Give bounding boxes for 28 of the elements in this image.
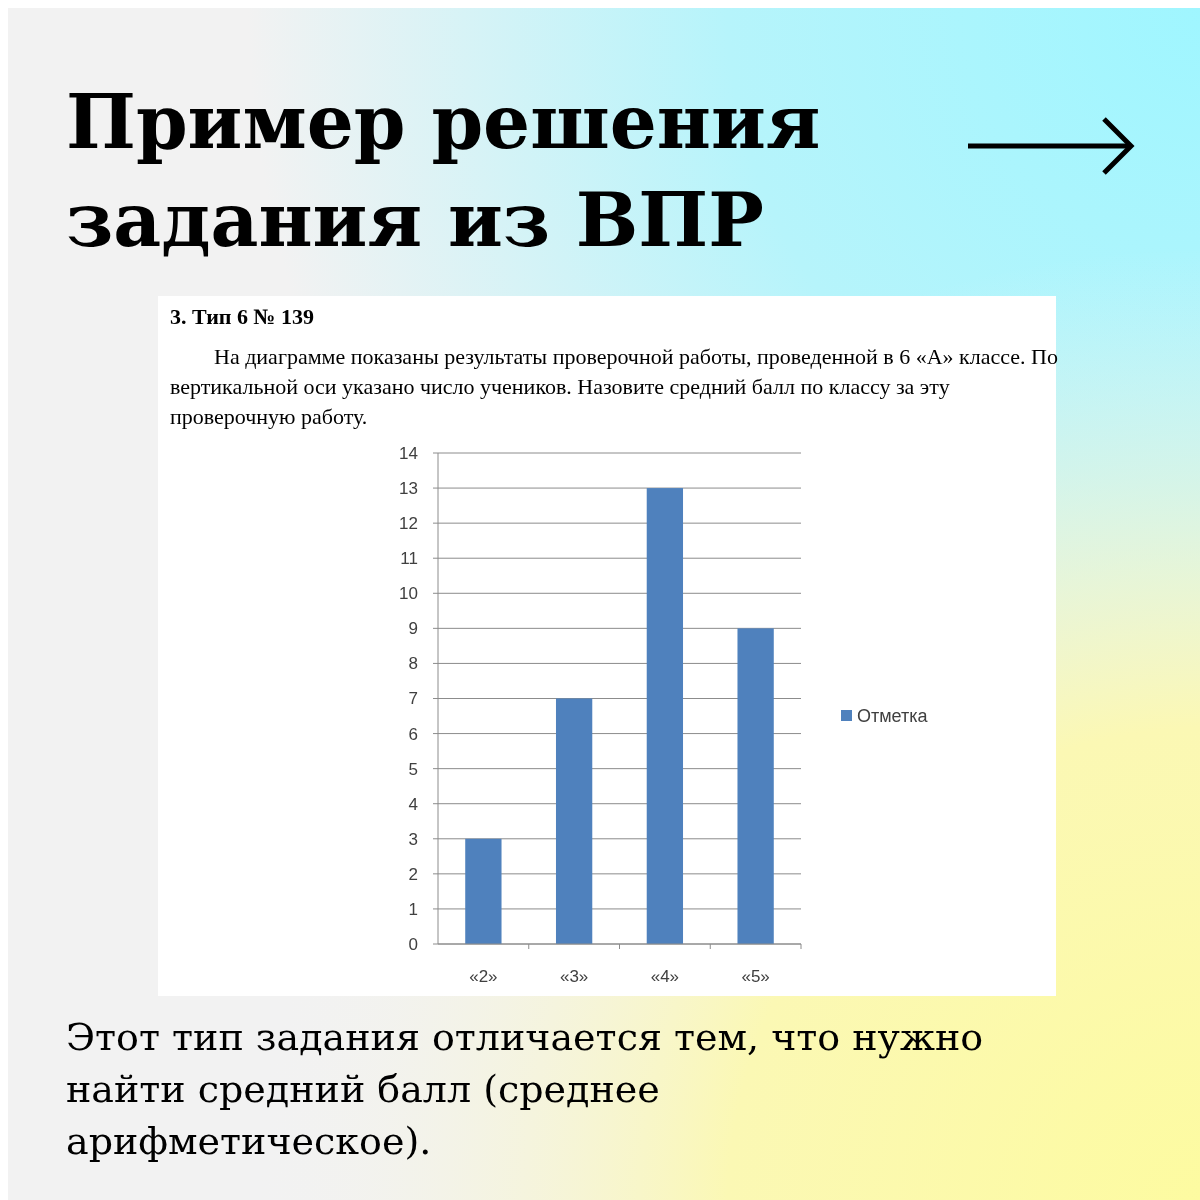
y-tick-label: 3 (408, 829, 418, 849)
y-tick-label: 13 (399, 479, 418, 499)
bar (646, 488, 684, 944)
y-tick-label: 9 (408, 619, 418, 639)
bar (737, 628, 774, 944)
bar (555, 698, 593, 944)
bar (465, 838, 502, 944)
y-tick-label: 5 (408, 759, 418, 779)
y-tick-label: 8 (408, 654, 418, 674)
y-tick-label: 10 (399, 584, 418, 604)
x-tick-label: «2» (469, 967, 498, 986)
text: Этот тип задания отличается тем, что нужно найти средний балл (среднее арифметическое). (66, 1015, 984, 1163)
y-tick-label: 12 (399, 514, 418, 534)
y-tick-label: 11 (400, 549, 418, 569)
y-tick-label: 6 (408, 724, 418, 744)
legend-label: Отметка (857, 706, 929, 727)
y-tick-label: 2 (408, 864, 418, 884)
text: 3. Тип 6 № 139 (170, 304, 315, 329)
chart-title: Пример решения задания из ВПР (66, 79, 821, 263)
x-tick-label: «3» (559, 967, 589, 986)
y-tick-label: 4 (408, 794, 418, 814)
y-tick-label: 0 (408, 934, 418, 954)
y-tick-label: 14 (399, 443, 418, 463)
y-tick-label: 7 (408, 689, 418, 709)
x-tick-label: «5» (741, 967, 770, 986)
text: На диаграмме показаны результаты проверочной работы, проведенной в 6 «А» классе. По вертикальной оси указано число учеников. Назовите средний балл по классу за эту проверочную работу. (170, 344, 1058, 429)
x-tick-label: «4» (650, 967, 680, 986)
y-tick-label: 1 (408, 899, 418, 919)
